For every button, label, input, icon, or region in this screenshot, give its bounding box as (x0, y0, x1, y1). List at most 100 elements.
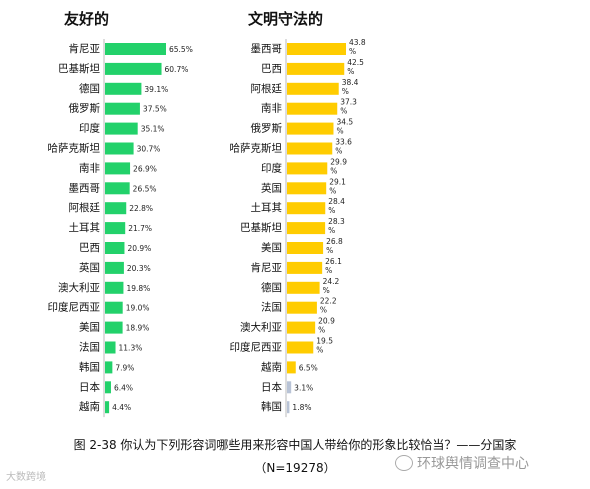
law-abiding-category-label: 哈萨克斯坦 (230, 142, 283, 155)
law-abiding-value-label: 29.9 (330, 157, 347, 166)
friendly-category-label: 土耳其 (69, 221, 101, 234)
law-abiding-category-label: 美国 (261, 241, 282, 254)
friendly-bar (105, 261, 124, 274)
friendly-value-label: 19.8% (126, 284, 150, 293)
law-abiding-value-label: 33.6 (335, 138, 352, 147)
law-abiding-value-label: 42.5 (347, 58, 364, 67)
law-abiding-category-label: 印度尼西亚 (230, 341, 283, 354)
law-abiding-value-label: 28.3 (328, 217, 345, 226)
law-abiding-bar (287, 341, 314, 354)
law-abiding-bar (287, 43, 346, 55)
law-abiding-bar (287, 222, 326, 235)
friendly-value-label: 60.7% (165, 65, 189, 74)
law-abiding-bar (287, 381, 292, 394)
friendly-bar (105, 381, 111, 394)
watermark-right: 环球舆情调查中心 (395, 453, 529, 473)
friendly-value-label: 65.5% (169, 45, 193, 54)
watermark-left: 大数跨境 (6, 472, 46, 483)
law-abiding-bar (287, 142, 333, 155)
law-abiding-category-label: 南非 (261, 102, 282, 115)
friendly-bar (105, 361, 113, 374)
law-abiding-bar (287, 202, 326, 215)
law-abiding-category-label: 印度 (261, 161, 282, 174)
friendly-category-label: 越南 (79, 400, 100, 413)
law-abiding-category-label: 土耳其 (251, 201, 283, 214)
law-abiding-value-label: 22.2 (320, 297, 337, 306)
law-abiding-bar (287, 301, 317, 314)
law-abiding-value-label: 29.1 (329, 177, 346, 186)
law-abiding-value-label: 38.4 (342, 78, 359, 87)
friendly-category-label: 英国 (79, 261, 100, 274)
law-abiding-value-unit: % (330, 166, 337, 175)
law-abiding-value-unit: % (318, 326, 325, 335)
law-abiding-value-unit: % (328, 206, 335, 215)
friendly-bar (105, 82, 142, 95)
friendly-value-label: 35.1% (141, 125, 165, 134)
friendly-value-label: 4.4% (112, 403, 131, 412)
law-abiding-bar (287, 361, 296, 374)
law-abiding-bar (287, 242, 324, 254)
law-abiding-value-unit: % (323, 286, 330, 295)
law-abiding-bar (287, 102, 338, 115)
friendly-category-label: 法国 (79, 341, 100, 354)
watermark-right-text: 环球舆情调查中心 (417, 456, 529, 472)
friendly-category-label: 日本 (79, 380, 100, 393)
friendly-value-label: 26.5% (133, 184, 157, 193)
law-abiding-value-unit: % (335, 147, 342, 156)
law-abiding-value-label: 26.8 (326, 237, 343, 246)
friendly-value-label: 11.3% (119, 344, 143, 353)
friendly-bar (105, 43, 166, 55)
friendly-category-label: 印度尼西亚 (48, 301, 101, 314)
figure-caption: 图 2-38 你认为下列形容词哪些用来形容中国人带给你的形象比较恰当？——分国家 (73, 438, 517, 452)
friendly-value-label: 22.8% (129, 204, 153, 213)
law-abiding-category-label: 巴基斯坦 (240, 221, 282, 234)
law-abiding-bar (287, 182, 327, 195)
friendly-category-label: 德国 (79, 82, 100, 95)
law-abiding-value-label: 43.8 (349, 38, 366, 47)
law-abiding-category-label: 俄罗斯 (251, 122, 283, 135)
friendly-category-label: 韩国 (79, 360, 100, 373)
sample-size-note: （N=19278） (254, 461, 336, 475)
law-abiding-value-label: 3.1% (294, 383, 313, 392)
law-abiding-category-label: 英国 (261, 181, 282, 194)
law-abiding-bar (287, 401, 290, 414)
friendly-bar (105, 162, 131, 175)
left-chart-title: 友好的 (64, 10, 109, 28)
friendly-category-label: 俄罗斯 (69, 102, 101, 115)
law-abiding-category-label: 肯尼亚 (251, 261, 283, 274)
friendly-bar (105, 321, 123, 334)
friendly-category-label: 巴基斯坦 (58, 62, 100, 75)
law-abiding-category-label: 巴西 (261, 63, 282, 75)
law-abiding-value-unit: % (336, 127, 343, 136)
law-abiding-value-unit: % (326, 246, 333, 255)
friendly-value-label: 37.5% (143, 105, 167, 114)
law-abiding-bar-chart: 墨西哥 43.8% 巴西 42.5% 阿根廷 38.4% 南非 37.3% 俄罗斯 34.5% 哈萨… (230, 38, 366, 418)
friendly-category-label: 墨西哥 (69, 182, 101, 194)
law-abiding-value-label: 20.9 (318, 317, 335, 326)
right-chart-title: 文明守法的 (248, 10, 323, 28)
law-abiding-value-label: 34.5 (336, 118, 353, 127)
friendly-bar (105, 182, 130, 195)
law-abiding-category-label: 日本 (261, 380, 282, 393)
friendly-bar (105, 62, 162, 75)
friendly-value-label: 20.3% (127, 264, 151, 273)
law-abiding-category-label: 韩国 (261, 400, 282, 413)
friendly-value-label: 30.7% (137, 145, 161, 154)
friendly-value-label: 21.7% (128, 224, 152, 233)
law-abiding-bar (287, 82, 339, 95)
law-abiding-category-label: 澳大利亚 (240, 321, 282, 334)
law-abiding-bar (287, 62, 345, 75)
law-abiding-value-label: 37.3 (340, 98, 357, 107)
law-abiding-value-label: 1.8% (292, 403, 311, 412)
friendly-bar (105, 401, 110, 414)
wechat-icon (395, 455, 413, 471)
law-abiding-category-label: 德国 (261, 281, 282, 294)
chart-area: 友好的 文明守法的 肯尼亚 65.5% 巴基斯坦 60.7% 德国 39.1% 俄罗斯 37.… (48, 10, 366, 418)
law-abiding-bar (287, 281, 320, 294)
friendly-value-label: 20.9% (127, 244, 151, 253)
law-abiding-value-unit: % (325, 266, 332, 275)
friendly-bar (105, 242, 125, 254)
friendly-value-label: 7.9% (115, 363, 134, 372)
friendly-bar (105, 142, 134, 155)
friendly-bar (105, 222, 126, 235)
